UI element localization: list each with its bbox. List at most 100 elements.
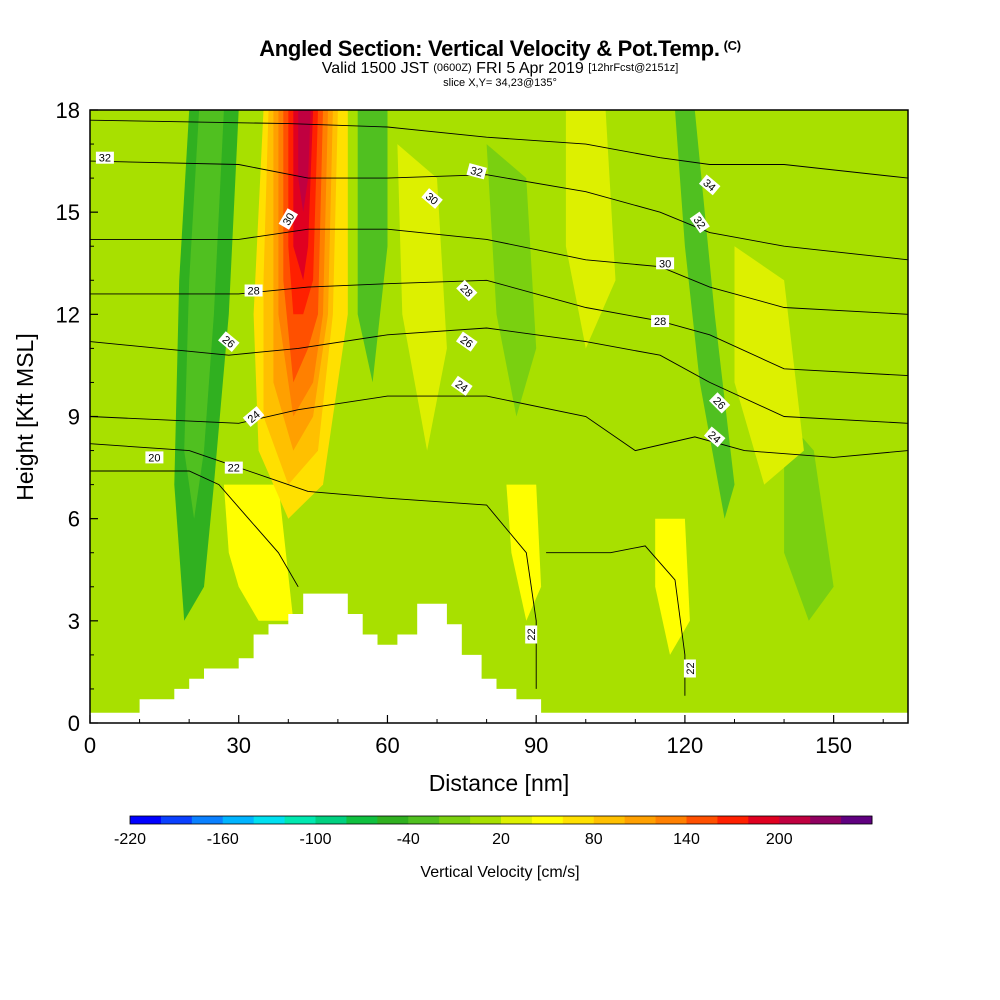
- velocity-band: [784, 416, 834, 621]
- velocity-band: [655, 518, 690, 655]
- contour-label-box: [689, 211, 710, 234]
- colorbar-swatch: [686, 816, 718, 824]
- contour-label-box: [708, 392, 731, 414]
- colorbar-swatch: [779, 816, 811, 824]
- y-tick-label: 12: [56, 302, 80, 327]
- colorbar-tick-label: -40: [397, 831, 420, 848]
- contour-label-box: [450, 375, 473, 396]
- x-tick-label: 120: [667, 733, 704, 758]
- contour-label-box: [95, 151, 114, 164]
- colorbar-swatch: [531, 816, 564, 824]
- colorbar-swatch: [222, 816, 255, 824]
- velocity-band: [397, 144, 447, 451]
- colorbar-tick-label: -160: [207, 831, 239, 848]
- velocity-band: [486, 144, 537, 417]
- isentrope-line: [90, 228, 908, 315]
- contour-label-box: [244, 284, 263, 297]
- colorbar-frame: [129, 815, 873, 825]
- colorbar-swatch: [562, 816, 595, 824]
- x-tick-label: 30: [226, 733, 250, 758]
- contour-label-box: [278, 208, 298, 230]
- contour-label-box: [242, 406, 265, 427]
- contour-label-text: 32: [469, 165, 484, 180]
- colorbar-swatch: [841, 816, 873, 824]
- terrain: [90, 593, 908, 723]
- colorbar-swatch: [748, 816, 780, 824]
- chart-title: Angled Section: Vertical Velocity & Pot.…: [259, 36, 741, 61]
- y-tick-label: 18: [56, 98, 80, 123]
- slice-description: slice X,Y= 34,23@135°: [443, 77, 557, 89]
- isentrope-line: [90, 395, 908, 458]
- contour-label: 32: [689, 211, 710, 234]
- colorbar-swatch: [315, 816, 347, 824]
- colorbar-swatch: [377, 816, 409, 824]
- contour-label-text: 22: [228, 463, 240, 475]
- contour-label: 32: [466, 163, 487, 180]
- contour-label: 30: [278, 208, 298, 230]
- contour-label-text: 28: [247, 286, 259, 298]
- y-tick-label: 9: [68, 405, 80, 430]
- contour-label-box: [683, 659, 696, 678]
- colorbar-swatch: [717, 816, 749, 824]
- contour-label-box: [698, 174, 721, 196]
- contour-label-box: [651, 315, 670, 328]
- x-tick-label: 0: [84, 733, 96, 758]
- contour-label: 22: [525, 625, 538, 644]
- contour-label-box: [218, 331, 240, 352]
- contour-label-text: 30: [281, 211, 298, 228]
- colorbar-swatch: [501, 816, 533, 824]
- x-tick-label: 60: [375, 733, 399, 758]
- contour-label: 24: [450, 375, 473, 396]
- contour-label-box: [224, 461, 243, 474]
- contour-label-text: 22: [685, 662, 697, 674]
- colorbar-swatch: [593, 816, 626, 824]
- chart-subtitle: Valid 1500 JST (0600Z) FRI 5 Apr 2019 [1…: [321, 60, 679, 77]
- contour-label: 30: [656, 257, 675, 270]
- contour-label-box: [525, 625, 538, 644]
- colorbar-swatch: [655, 816, 687, 824]
- colorbar-tick-label: 80: [585, 831, 603, 848]
- contour-label-box: [145, 451, 164, 464]
- y-tick-label: 6: [68, 507, 80, 532]
- colorbar-swatch: [439, 816, 471, 824]
- isentrope-line: [90, 443, 537, 689]
- contour-label: 20: [145, 451, 164, 464]
- colorbar-swatch: [624, 816, 657, 824]
- contour-label: 28: [651, 315, 670, 328]
- x-tick-label: 90: [524, 733, 548, 758]
- x-tick-label: 150: [815, 733, 852, 758]
- contour-label-text: 20: [148, 452, 160, 464]
- velocity-band: [223, 484, 294, 621]
- colorbar-swatch: [160, 816, 193, 824]
- y-tick-label: 3: [68, 609, 80, 634]
- colorbar-swatch: [191, 816, 224, 824]
- contour-label: 28: [244, 284, 263, 298]
- contour-label-box: [455, 331, 478, 352]
- contour-label: 22: [683, 659, 697, 678]
- contour-label: 22: [224, 461, 243, 475]
- contour-label-text: 26: [458, 334, 475, 351]
- colorbar-label: Vertical Velocity [cm/s]: [420, 864, 580, 881]
- contour-label-text: 24: [453, 378, 470, 395]
- contour-label-box: [421, 188, 443, 209]
- y-tick-label: 15: [56, 200, 80, 225]
- contour-label-text: 30: [659, 258, 671, 270]
- colorbar-swatch: [346, 816, 378, 824]
- isentropes: [90, 119, 908, 696]
- colorbar-swatch: [470, 816, 502, 824]
- colorbar-tick-label: 20: [492, 831, 510, 848]
- isentrope-line: [90, 160, 908, 261]
- colorbar-swatch: [253, 816, 286, 824]
- colorbar-swatch: [284, 816, 316, 824]
- velocity-band: [184, 110, 224, 519]
- contour-label-box: [703, 426, 726, 448]
- velocity-band: [298, 110, 311, 213]
- x-axis-label: Distance [nm]: [429, 770, 570, 796]
- isentrope-line: [90, 279, 908, 377]
- colorbar-swatch: [130, 816, 162, 824]
- colorbar-tick-label: 200: [766, 831, 793, 848]
- velocity-band: [734, 246, 804, 485]
- contour-label-text: 32: [99, 153, 111, 165]
- contour-label-text: 32: [691, 215, 708, 232]
